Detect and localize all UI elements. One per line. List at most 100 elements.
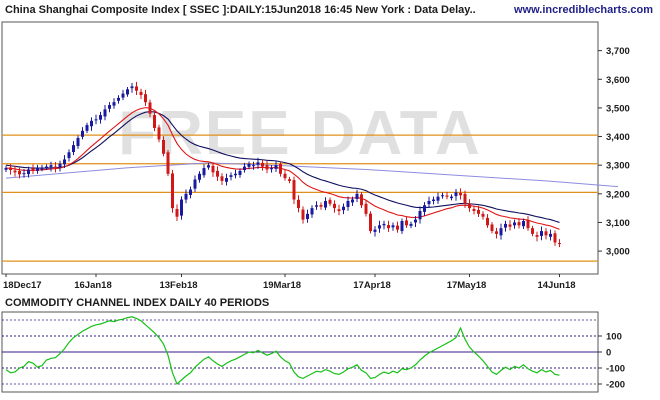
support-resistance-lines [2,134,598,262]
candle-body [486,217,489,226]
candle-body [432,199,435,201]
candle-body [67,152,71,159]
date-tick-label: 16Jan18 [74,280,112,291]
candle-body [279,164,282,174]
candle-body [270,168,273,170]
date-tick-label: 17May18 [447,280,487,291]
candle-body [477,209,480,214]
candle-body [135,86,138,91]
candle-body [54,166,57,169]
candle-body [49,165,53,167]
candle-body [76,137,80,146]
candle-body [400,221,404,232]
date-tick-label: 13Feb18 [159,280,197,291]
candle-body [427,200,431,205]
candle-body [364,203,368,214]
candle-body [121,93,125,98]
candle-body [220,176,224,181]
cci-y-axis: 100 0 -100 -200 [598,332,625,391]
price-tick-label: 3,300 [606,161,630,172]
candle-body [481,213,485,217]
candle-body [301,209,305,220]
candle-body [198,173,201,180]
candle-body [81,130,84,137]
candle-body [310,208,314,215]
candle-body [148,102,152,114]
cci-tick-label: -100 [606,364,625,375]
candle-body [157,127,161,140]
candle-body [103,109,107,117]
candle-body [234,173,237,176]
date-tick-label: 18Dec17 [3,280,42,291]
date-tick-label: 17Apr18 [353,280,391,291]
candle-body [207,165,210,168]
date-tick-label: 19Mar18 [263,280,301,291]
candle-body [436,196,440,201]
candle-body [72,145,75,153]
candle-body [126,89,129,95]
candle-body [261,162,264,167]
slow-moving-average [5,162,619,188]
candle-body [333,203,336,209]
candle-body [288,179,291,181]
candle-body [373,229,377,232]
candle-body [459,192,462,196]
price-tick-label: 3,100 [606,218,630,229]
candle-body [225,178,228,182]
candle-body [499,228,503,236]
candle-body [202,168,206,176]
site-link[interactable]: www.incrediblecharts.com [513,4,653,16]
candle-body [175,208,179,217]
cci-tick-label: -200 [606,380,625,391]
candle-body [490,224,494,232]
candle-body [31,168,35,171]
candle-body [193,179,197,189]
price-tick-label: 3,400 [606,132,630,143]
candle-body [184,193,188,200]
candle-body [292,180,296,200]
price-tick-label: 3,200 [606,189,630,200]
candle-body [513,222,516,226]
candle-body [378,225,381,229]
candle-body [544,231,548,236]
candle-body [540,231,543,236]
candle-body [229,175,233,177]
candle-body [414,219,417,223]
cci-series-line [5,316,560,386]
candle-body [355,193,359,199]
candle-body [409,223,413,226]
candle-body [531,228,534,234]
candle-body [153,115,156,128]
candle-body [256,162,260,165]
candle-body [9,167,12,171]
cci-line [5,316,560,386]
cci-title: COMMODITY CHANNEL INDEX DAILY 40 PERIODS [5,297,269,309]
candle-body [130,86,134,89]
candle-body [274,165,278,169]
watermark: FREE DATA [118,99,482,168]
candle-body [265,165,269,170]
candle-body [405,220,408,226]
price-tick-label: 3,600 [606,75,630,86]
candle-body [337,209,341,211]
candle-body [387,225,390,229]
price-y-axis: 3,000 3,100 3,200 3,300 3,400 3,500 3,600 3,700 [598,46,630,258]
candle-body [508,224,512,227]
candle-body [315,205,318,207]
candle-body [117,97,120,101]
candle-body [319,204,323,207]
candle-body [45,166,48,168]
candle-body [85,125,89,131]
candle-body [553,233,557,243]
candle-body [549,233,552,237]
candle-body [522,221,525,227]
price-tick-label: 3,000 [606,247,630,258]
candle-body [166,152,170,174]
candle-body [391,225,395,228]
candle-body [418,211,422,220]
candle-body [472,208,476,211]
candle-body [90,120,93,127]
candle-body [526,219,530,229]
cci-reference-lines [2,319,598,385]
